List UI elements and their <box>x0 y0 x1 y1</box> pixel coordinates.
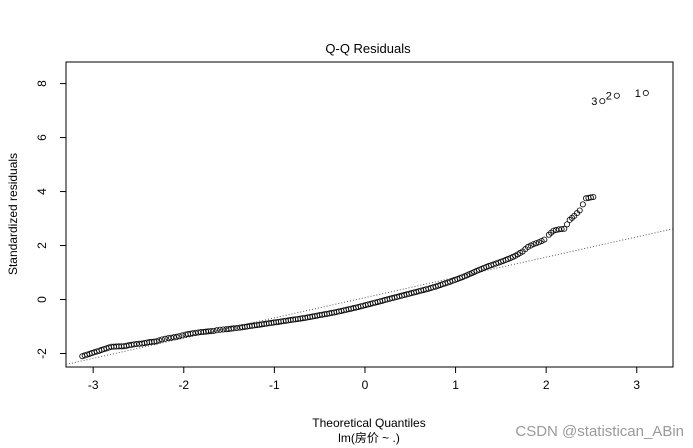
data-point <box>176 333 183 340</box>
data-point <box>162 335 169 342</box>
data-point <box>550 227 557 234</box>
y-tick-label: -2 <box>35 348 49 359</box>
data-point <box>153 338 160 345</box>
data-point <box>642 90 649 97</box>
data-point <box>576 207 583 214</box>
data-point <box>564 221 571 228</box>
y-tick-label: 2 <box>35 242 49 249</box>
data-point <box>220 326 227 333</box>
data-point <box>156 337 163 344</box>
y-tick-label: 4 <box>35 188 49 195</box>
y-tick-label: 0 <box>35 296 49 303</box>
data-point <box>207 328 214 335</box>
data-point <box>561 225 568 232</box>
x-tick-label: -3 <box>88 378 99 392</box>
chart-title: Q-Q Residuals <box>325 41 411 56</box>
data-point <box>579 201 586 208</box>
data-point <box>210 327 217 334</box>
data-point <box>233 324 240 331</box>
points-layer: 1 23 <box>79 88 649 360</box>
data-point <box>541 236 548 243</box>
x-axis: -3 -2 -1 0 1 2 3 <box>88 366 640 392</box>
data-point <box>533 240 540 247</box>
data-point <box>230 325 237 332</box>
data-point <box>159 336 166 343</box>
x-tick-label: 3 <box>633 378 640 392</box>
data-point <box>170 334 177 341</box>
watermark: CSDN @statistican_ABin <box>515 423 684 440</box>
x-tick-label: 1 <box>452 378 459 392</box>
y-tick-label: 8 <box>35 80 49 87</box>
outlier-label: 3 <box>591 96 597 108</box>
x-axis-label: Theoretical Quantiles <box>312 416 425 430</box>
x-tick-label: -2 <box>178 378 189 392</box>
x-tick-label: -1 <box>269 378 280 392</box>
data-point <box>558 226 565 233</box>
y-axis-label: Standardized residuals <box>6 153 20 275</box>
data-point <box>217 326 224 333</box>
data-point <box>599 98 606 105</box>
data-point <box>587 194 594 201</box>
data-point <box>179 332 186 339</box>
data-point <box>173 333 180 340</box>
data-point <box>228 325 235 332</box>
x-axis-sublabel: lm(房价 ~ .) <box>338 430 400 445</box>
data-point <box>213 327 220 334</box>
y-tick-label: 6 <box>35 134 49 141</box>
data-point <box>200 328 207 335</box>
x-tick-label: 2 <box>543 378 550 392</box>
outlier-label: 1 <box>635 88 641 100</box>
x-tick-label: 0 <box>362 378 369 392</box>
data-point <box>530 241 537 248</box>
y-axis: -2 0 2 4 6 8 <box>35 80 67 359</box>
data-point <box>613 92 620 99</box>
plot-frame <box>65 61 674 368</box>
outlier-label: 2 <box>606 91 612 103</box>
data-point <box>590 193 597 200</box>
